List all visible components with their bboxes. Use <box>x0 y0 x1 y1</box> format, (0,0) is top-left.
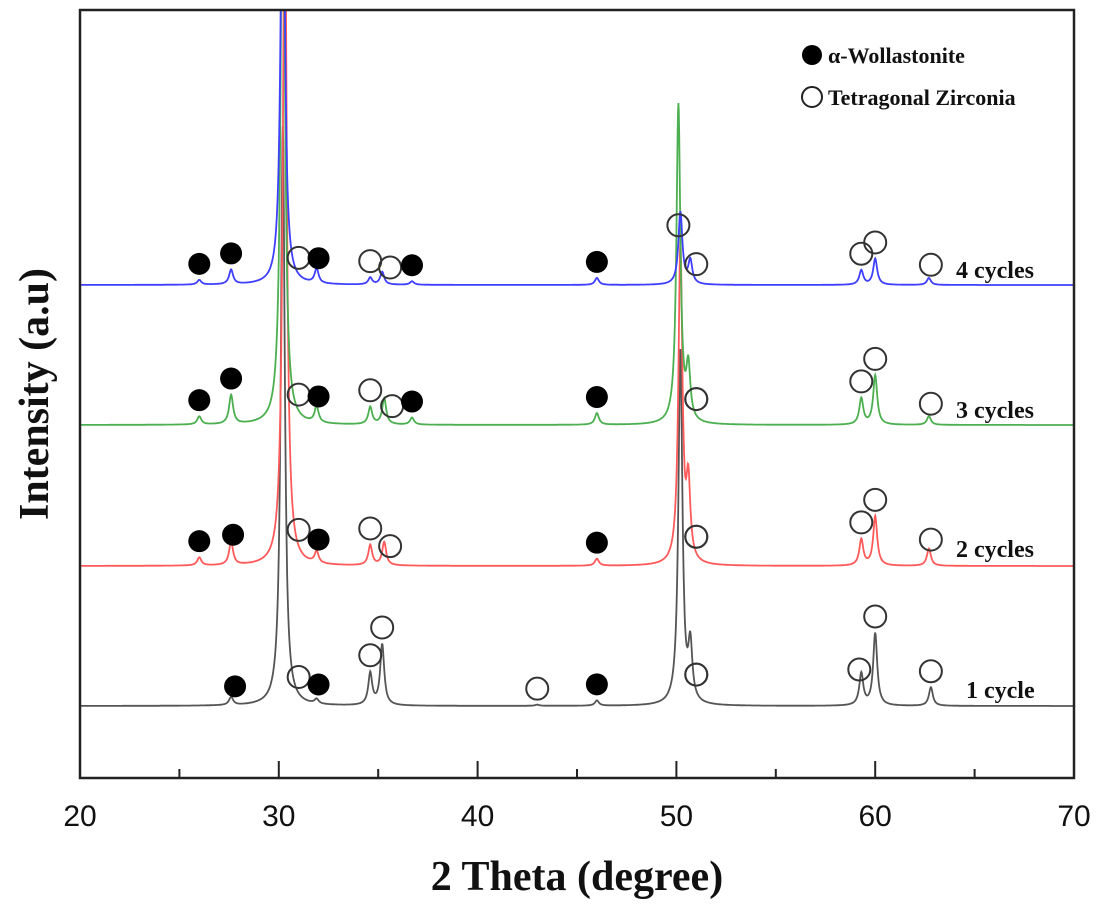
series-layer <box>80 10 1074 707</box>
wollastonite-marker <box>307 528 330 551</box>
legend: α-Wollastonite Tetragonal Zirconia <box>801 43 1016 110</box>
zirconia-marker <box>370 615 395 640</box>
zirconia-marker <box>286 517 311 542</box>
zirconia-marker <box>358 516 383 541</box>
zirconia-marker <box>666 213 691 238</box>
wollastonite-marker <box>307 673 330 696</box>
zirconia-marker <box>378 255 403 280</box>
zirconia-marker <box>684 524 709 549</box>
zirconia-marker <box>525 676 550 701</box>
series-line-1-cycle <box>80 125 1074 707</box>
zirconia-marker <box>684 662 709 687</box>
series-line-4-cycles <box>80 10 1074 286</box>
zirconia-marker <box>847 657 872 682</box>
wollastonite-marker <box>585 386 608 409</box>
zirconia-marker <box>918 659 943 684</box>
series-label-2-cycles: 2 cycles <box>956 537 1034 563</box>
zirconia-marker <box>863 604 888 629</box>
x-axis-tick-labels: 20 30 40 50 60 70 <box>63 800 1090 833</box>
zirconia-marker <box>918 527 943 552</box>
zirconia-marker <box>358 643 383 668</box>
wollastonite-marker <box>222 523 245 546</box>
x-tick-label: 50 <box>660 800 693 833</box>
wollastonite-marker <box>400 254 423 277</box>
series-line-2-cycles <box>80 10 1074 567</box>
x-tick-label: 20 <box>63 800 96 833</box>
zirconia-marker <box>918 391 943 416</box>
wollastonite-marker <box>188 389 211 412</box>
wollastonite-marker <box>224 675 247 698</box>
zirconia-marker <box>358 249 383 274</box>
wollastonite-marker <box>400 390 423 413</box>
wollastonite-marker <box>188 252 211 275</box>
x-tick-label: 30 <box>262 800 295 833</box>
wollastonite-marker <box>585 673 608 696</box>
legend-label-zirconia: Tetragonal Zirconia <box>828 85 1016 110</box>
series-label-3-cycles: 3 cycles <box>956 398 1034 424</box>
series-label-4-cycles: 4 cycles <box>956 258 1034 284</box>
wollastonite-marker <box>585 250 608 273</box>
x-tick-label: 70 <box>1057 800 1090 833</box>
x-tick-label: 40 <box>461 800 494 833</box>
zirconia-marker <box>286 665 311 690</box>
legend-marker-wollastonite <box>802 45 822 65</box>
legend-marker-zirconia <box>801 86 823 108</box>
x-axis-title: 2 Theta (degree) <box>431 854 723 900</box>
wollastonite-marker <box>188 530 211 553</box>
series-line-3-cycles <box>80 10 1074 426</box>
x-tick-label: 60 <box>859 800 892 833</box>
zirconia-marker <box>918 252 943 277</box>
x-axis-ticks <box>79 761 1075 778</box>
zirconia-marker <box>684 252 709 277</box>
zirconia-marker <box>863 487 888 512</box>
zirconia-marker <box>380 394 405 419</box>
wollastonite-marker <box>220 367 243 390</box>
zirconia-marker <box>684 387 709 412</box>
zirconia-marker <box>286 245 311 270</box>
series-label-1-cycle: 1 cycle <box>966 678 1035 704</box>
series-labels: 1 cycle 2 cycles 3 cycles 4 cycles <box>956 258 1035 704</box>
phase-marker-layer <box>188 213 943 701</box>
zirconia-marker <box>286 382 311 407</box>
wollastonite-marker <box>307 385 330 408</box>
wollastonite-marker <box>307 247 330 270</box>
zirconia-marker <box>863 346 888 371</box>
legend-label-wollastonite: α-Wollastonite <box>828 43 965 68</box>
zirconia-marker <box>849 510 874 535</box>
zirconia-marker <box>378 534 403 559</box>
y-axis-title: Intensity (a.u) <box>12 268 58 520</box>
zirconia-marker <box>863 230 888 255</box>
wollastonite-marker <box>220 242 243 265</box>
wollastonite-marker <box>585 531 608 554</box>
zirconia-marker <box>358 378 383 403</box>
zirconia-marker <box>849 369 874 394</box>
